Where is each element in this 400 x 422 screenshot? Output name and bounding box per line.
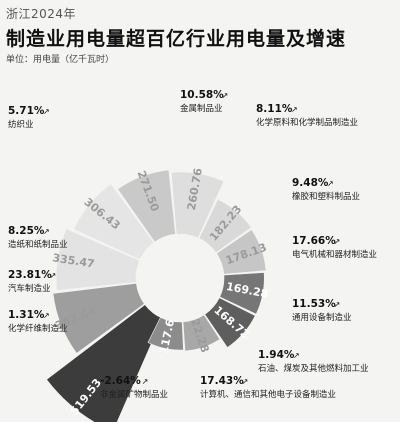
chart-title: 制造业用电量超百亿行业用电量及增速 [6, 28, 347, 50]
rose-sector [219, 272, 265, 315]
category-label: 通用设备制造业 [292, 312, 352, 323]
growth-arrow-icon: ↗ [43, 311, 50, 320]
rose-sector [182, 314, 221, 352]
growth-arrow-icon: ↗ [291, 105, 298, 114]
rose-sector [198, 198, 252, 254]
growth-arrow-icon: ↗ [142, 377, 149, 386]
category-label: 化学纤维制造业 [8, 323, 68, 334]
category-label: 非金属矿物制品业 [100, 389, 168, 400]
rose-sector [46, 304, 163, 422]
category-label: 化学原料和化学制品制造业 [256, 117, 358, 128]
growth-arrow-icon: ↗ [43, 107, 50, 116]
growth-label: 5.71% [8, 105, 45, 117]
growth-label: 17.66% [292, 235, 336, 247]
growth-arrow-icon: ↗ [327, 179, 334, 188]
category-label: 石油、煤炭及其他燃料加工业 [258, 363, 369, 374]
growth-label: 8.25% [8, 225, 45, 237]
rose-sector [73, 183, 155, 261]
growth-label: 1.31% [8, 309, 45, 321]
value-label: 335.47 [52, 251, 96, 270]
rose-sector [170, 171, 225, 239]
unit-label: 单位：用电量（亿千瓦时） [6, 55, 115, 65]
growth-label: 1.94% [258, 349, 295, 361]
growth-arrow-icon: ↗ [43, 227, 50, 236]
rose-sector [204, 297, 256, 348]
rose-sector [117, 169, 176, 243]
category-label: 电气机械和器材制造业 [292, 249, 377, 260]
rose-sector [216, 229, 267, 275]
growth-arrow-icon: ↗ [242, 377, 249, 386]
category-label: 计算机、通信和其他电子设备制造业 [200, 389, 336, 400]
growth-arrow-icon: ↗ [334, 300, 341, 309]
growth-arrow-icon: ↗ [293, 351, 300, 360]
growth-arrow-icon: ↗ [50, 271, 57, 280]
growth-label: 9.48% [292, 177, 329, 189]
category-label: 造纸和纸制品业 [8, 239, 68, 250]
category-label: 纺织业 [8, 119, 34, 130]
donut-hole [136, 234, 224, 322]
growth-label: 11.53% [292, 298, 336, 310]
growth-label: 17.43% [200, 375, 244, 387]
rose-sector [52, 282, 145, 354]
growth-label: 10.58% [180, 89, 224, 101]
rose-sector [147, 317, 184, 351]
growth-arrow-icon: ↗ [222, 91, 229, 100]
region-year-label: 浙江2024年 [6, 7, 77, 21]
growth-label: 23.81% [8, 269, 52, 281]
growth-label: 8.11% [256, 103, 293, 115]
growth-arrow-icon: ↗ [334, 237, 341, 246]
category-label: 汽车制造业 [8, 283, 51, 294]
category-label: 金属制品业 [180, 103, 223, 114]
category-label: 橡胶和塑料制品业 [292, 191, 360, 202]
growth-label: -2.64% [100, 375, 141, 387]
rose-sector [55, 228, 141, 291]
